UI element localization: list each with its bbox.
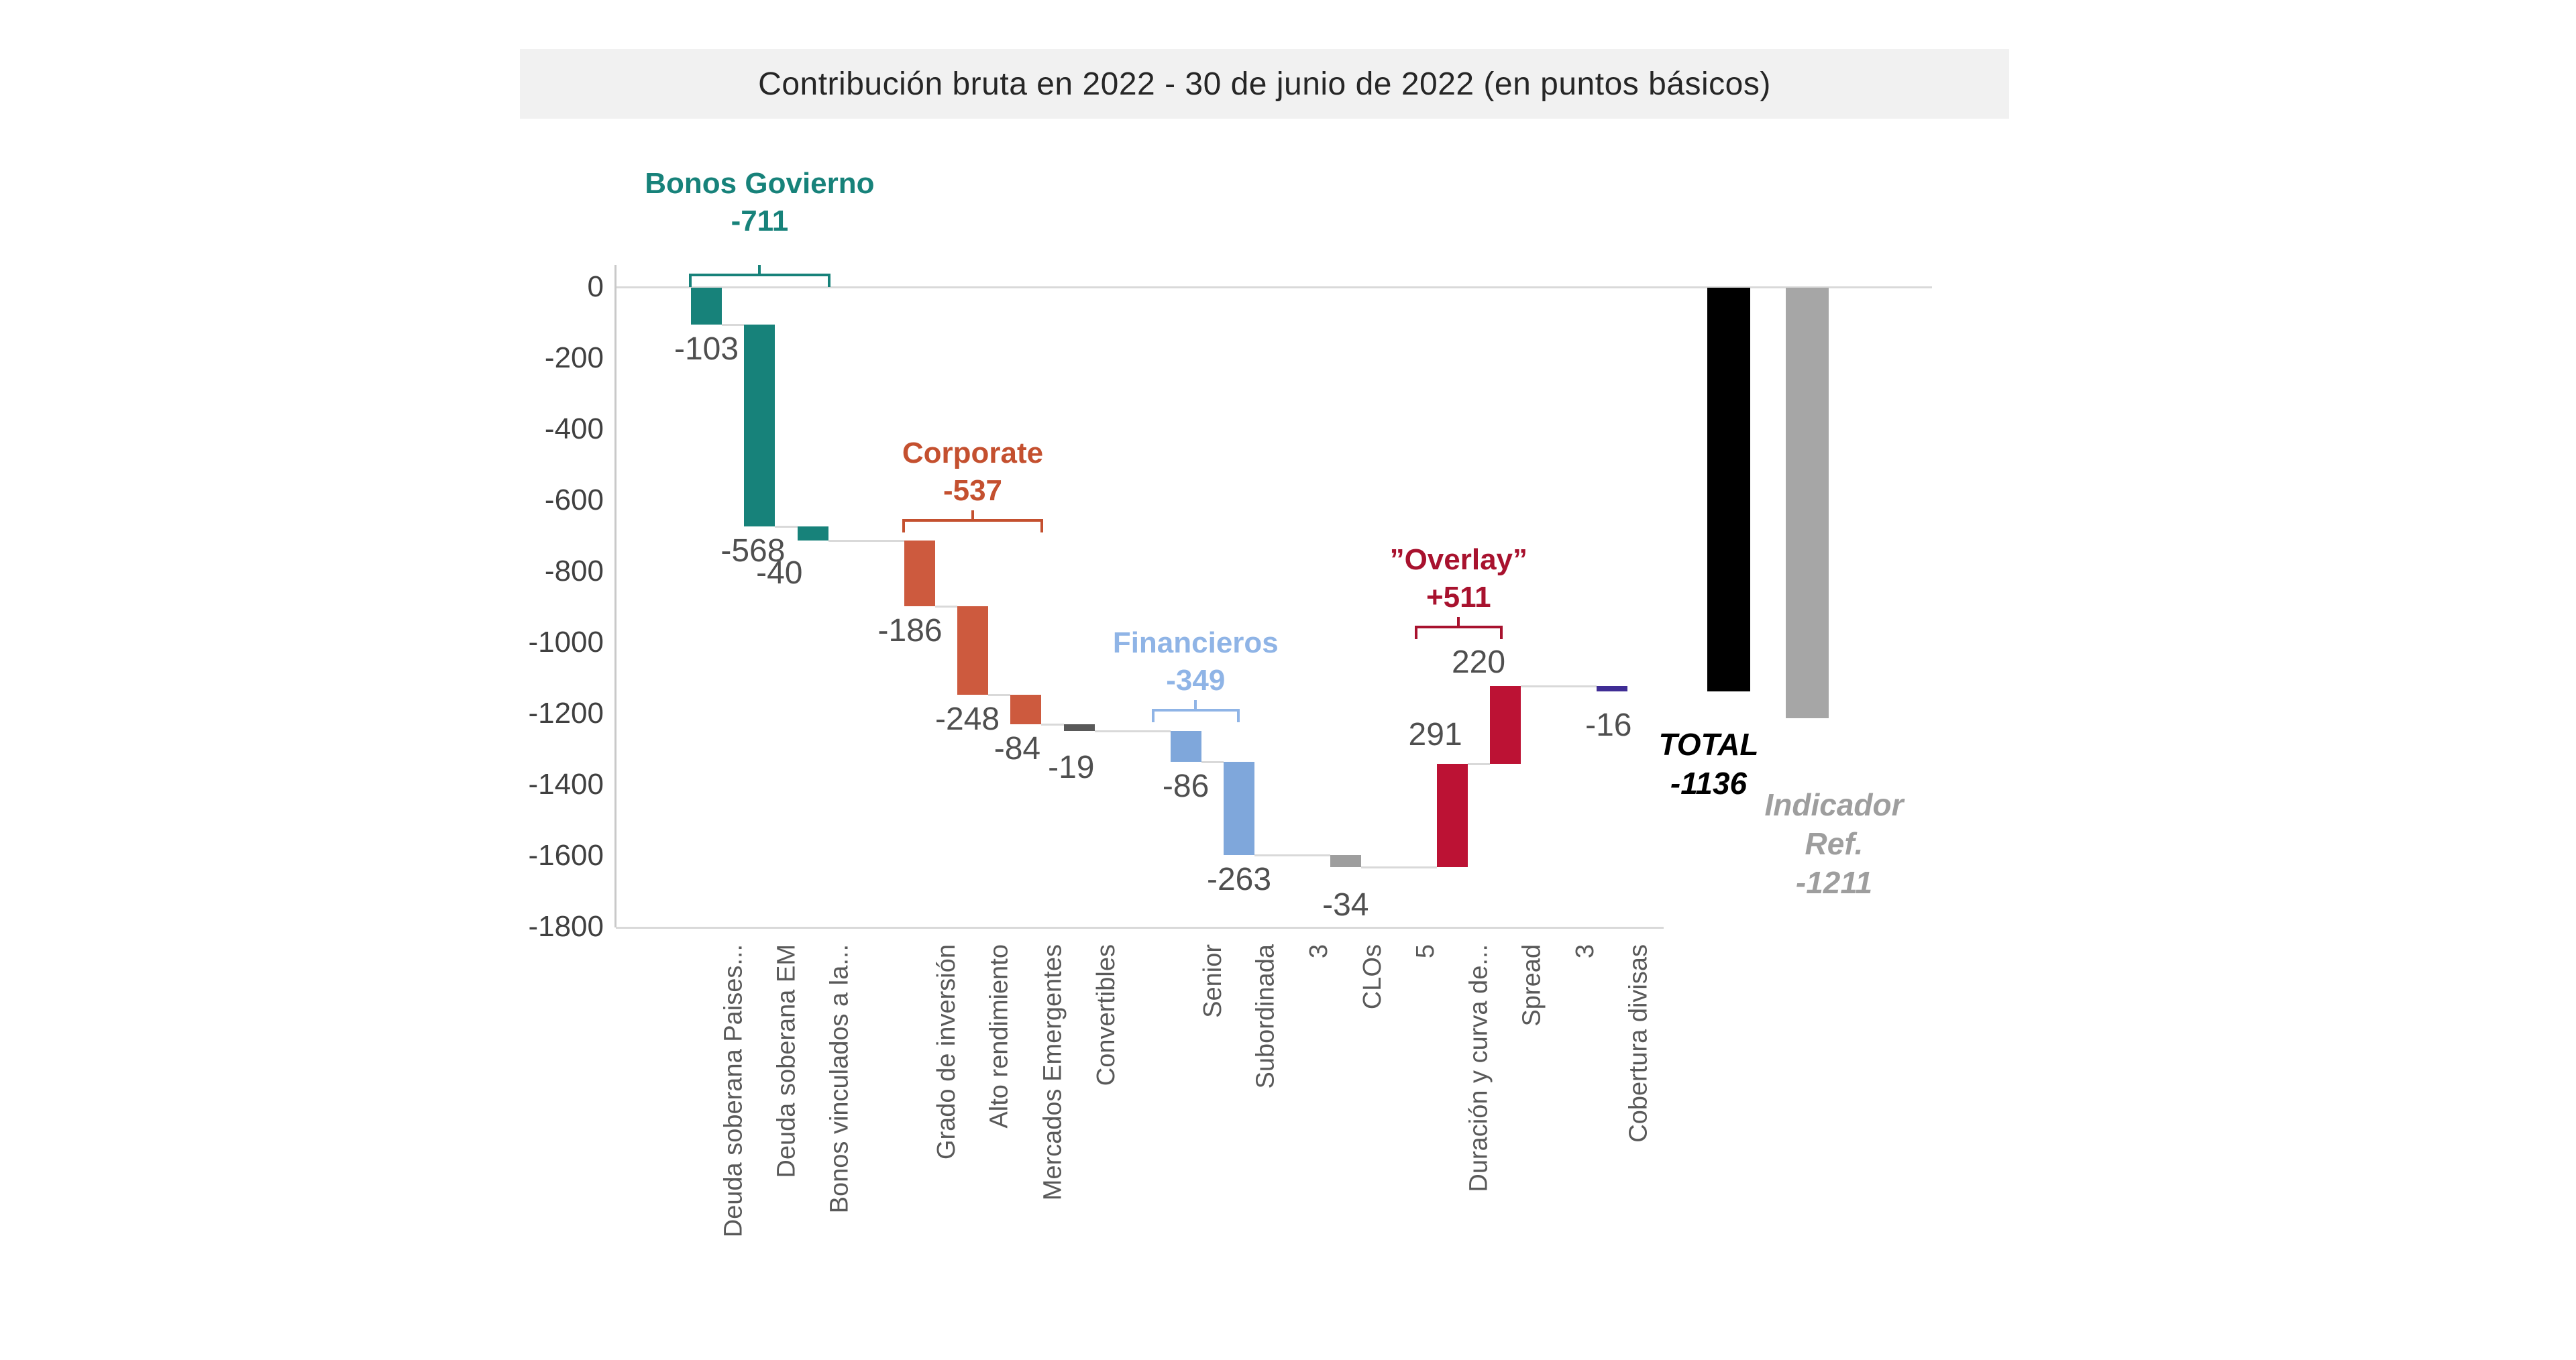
group-label-overlay: ”Overlay” +511 [1389, 543, 1528, 614]
bottom-axis-border [616, 927, 1664, 929]
group-bracket-center-tick [971, 510, 974, 519]
value-label-deuda-soberana-paises: -103 [674, 331, 739, 367]
x-tick-senior: Senior [1198, 944, 1227, 1018]
value-label-grado-de-inversión: -186 [877, 613, 943, 649]
group-bracket-hook-left [902, 518, 905, 532]
x-tick-bonos-vinculados-a-la: Bonos vinculados a la... [825, 944, 854, 1214]
value-label-spread: 220 [1451, 644, 1506, 680]
y-axis-line [614, 265, 616, 927]
connector [1467, 763, 1490, 766]
y-tick-label--1800: -1800 [528, 910, 604, 943]
bar-subordinada [1224, 762, 1254, 856]
bar-alto-rendimiento [957, 606, 988, 695]
y-tick-label--800: -800 [544, 555, 604, 587]
connector [1360, 866, 1437, 869]
value-label-subordinada: -263 [1206, 862, 1272, 898]
total-label-total: TOTAL -1136 [1658, 727, 1759, 801]
bar-clos [1330, 855, 1361, 868]
group-bracket-hook-left [689, 273, 692, 287]
value-label-senior: -86 [1162, 769, 1210, 805]
bar-duración-y-curva-de [1436, 764, 1468, 868]
bar-bonos-vinculados-a-la [797, 526, 828, 541]
y-tick-label--600: -600 [544, 484, 604, 516]
y-tick-label--400: -400 [544, 412, 604, 445]
connector [1254, 854, 1330, 857]
value-label-convertibles: -19 [1048, 750, 1095, 786]
group-bracket-hook-right [827, 273, 830, 287]
group-bracket-center-tick [1457, 616, 1460, 626]
y-tick-label--1200: -1200 [528, 697, 604, 730]
bar-spread [1490, 685, 1521, 764]
value-label-cobertura-divisas: -16 [1585, 707, 1632, 744]
x-tick-grado-de-inversión: Grado de inversión [932, 944, 961, 1160]
group-label-bonos-govierno: Bonos Govierno -711 [645, 166, 875, 237]
group-bracket-overlay [1414, 625, 1503, 628]
y-tick-label--1000: -1000 [528, 626, 604, 659]
y-tick-label--200: -200 [544, 341, 604, 374]
bar-deuda-soberana-em [744, 324, 775, 526]
connector [988, 693, 1011, 696]
total-label-indicador: Indicador Ref. -1211 [1764, 787, 1904, 900]
x-tick-alto-rendimiento: Alto rendimiento [985, 944, 1014, 1129]
group-bracket-center-tick [1194, 700, 1197, 710]
group-bracket-hook-right [1500, 625, 1503, 639]
y-tick-label--1400: -1400 [528, 768, 604, 801]
value-label-mercados-emergentes: -84 [994, 731, 1041, 767]
bar-grado-de-inversión [904, 540, 935, 607]
connector [934, 606, 957, 608]
chart-title: Contribución bruta en 2022 - 30 de junio… [758, 66, 1771, 102]
x-tick-3: 3 [1571, 944, 1600, 959]
x-tick-5: 5 [1411, 944, 1440, 959]
value-label-clos: -34 [1322, 887, 1369, 923]
bar-mercados-emergentes [1010, 694, 1042, 725]
connector [828, 539, 904, 542]
group-bracket-hook-right [1237, 709, 1240, 723]
x-tick-convertibles: Convertibles [1091, 944, 1120, 1086]
x-tick-clos: CLOs [1358, 944, 1387, 1010]
connector [722, 323, 745, 326]
total-bar-indicador [1786, 288, 1829, 718]
y-tick-label-0: 0 [587, 270, 604, 303]
x-tick-3: 3 [1305, 944, 1334, 959]
connector [1521, 685, 1597, 687]
x-tick-duración-y-curva-de: Duración y curva de... [1464, 944, 1493, 1192]
value-label-alto-rendimiento: -248 [934, 701, 1000, 737]
group-bracket-hook-left [1151, 709, 1155, 723]
connector [1201, 761, 1224, 764]
group-bracket-hook-left [1414, 625, 1417, 639]
chart-title-band: Contribución bruta en 2022 - 30 de junio… [520, 49, 2009, 119]
group-label-corporate: Corporate -537 [902, 436, 1044, 507]
x-tick-deuda-soberana-paises: Deuda soberana Paises... [719, 944, 747, 1238]
x-tick-mercados-emergentes: Mercados Emergentes [1038, 944, 1067, 1201]
group-bracket-center-tick [758, 264, 761, 274]
x-tick-subordinada: Subordinada [1252, 944, 1280, 1089]
x-tick-spread: Spread [1518, 944, 1546, 1027]
value-label-bonos-vinculados-a-la: -40 [756, 555, 803, 591]
x-tick-cobertura-divisas: Cobertura divisas [1624, 944, 1653, 1143]
zero-gridline [616, 286, 1932, 288]
bar-deuda-soberana-paises [691, 288, 722, 325]
value-label-deuda-soberana-em: -568 [720, 532, 786, 569]
group-bracket-corporate [902, 518, 1044, 522]
y-tick-label--1600: -1600 [528, 839, 604, 872]
group-label-financieros: Financieros -349 [1112, 626, 1279, 697]
bar-senior [1170, 731, 1201, 762]
connector [1041, 724, 1064, 726]
x-tick-deuda-soberana-em: Deuda soberana EM [772, 944, 801, 1178]
value-label-duración-y-curva-de: 291 [1408, 717, 1462, 753]
connector [1094, 730, 1171, 733]
total-bar-total [1707, 288, 1750, 692]
bar-cobertura-divisas [1596, 685, 1627, 692]
bar-convertibles [1063, 724, 1095, 732]
group-bracket-bonos-govierno [689, 273, 830, 276]
group-bracket-hook-right [1040, 518, 1044, 532]
group-bracket-financieros [1151, 709, 1240, 712]
connector [775, 525, 798, 528]
